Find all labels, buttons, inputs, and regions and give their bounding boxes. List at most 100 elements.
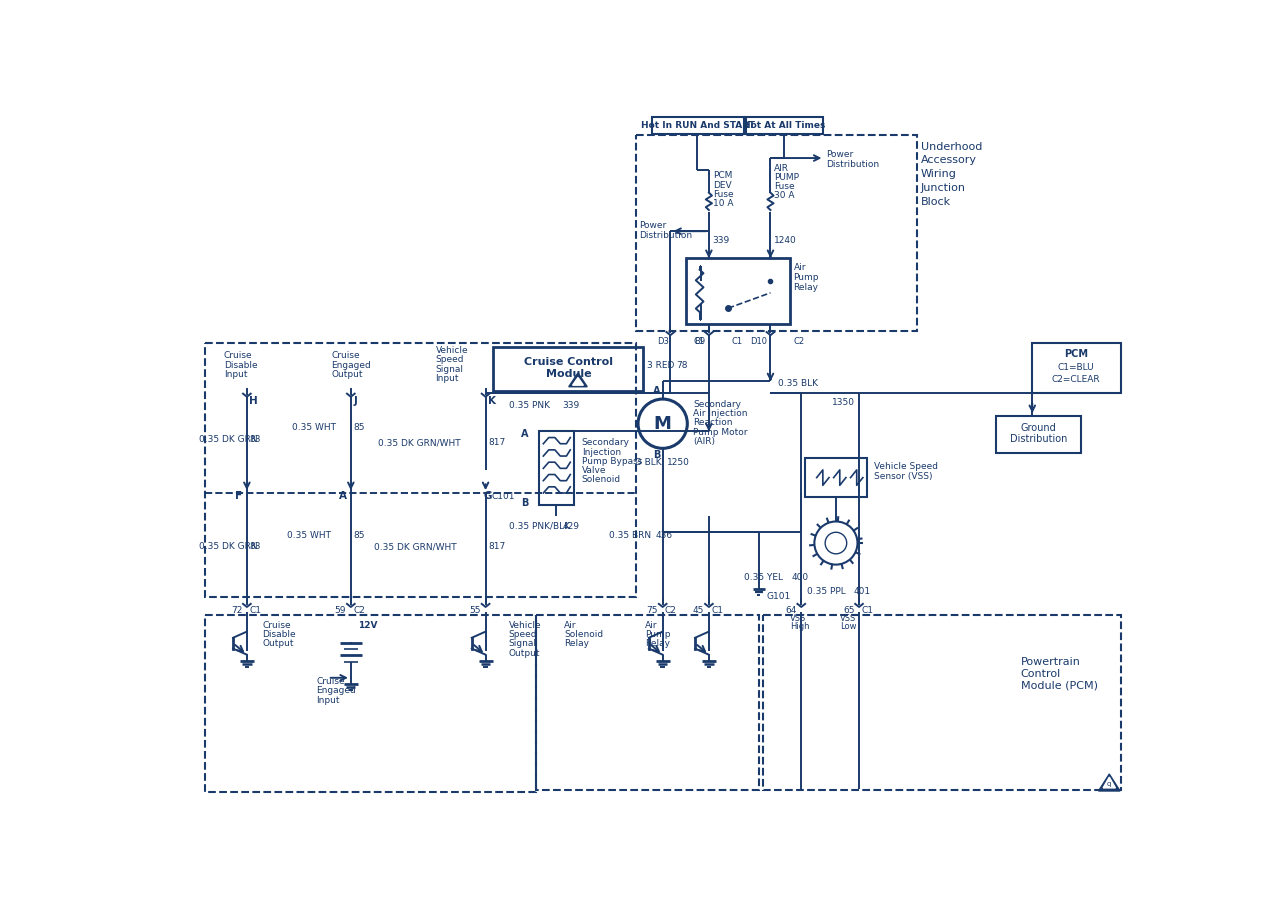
Text: Pump Bypass: Pump Bypass <box>581 457 642 466</box>
Bar <box>686 258 790 324</box>
Text: Signal: Signal <box>435 364 463 373</box>
Text: Signal: Signal <box>509 639 537 648</box>
Text: C2=CLEAR: C2=CLEAR <box>1052 374 1100 383</box>
Bar <box>205 343 636 597</box>
Bar <box>745 117 823 134</box>
Text: 30 A: 30 A <box>775 192 795 201</box>
Text: VSS: VSS <box>790 614 806 623</box>
Text: VSS: VSS <box>840 614 856 623</box>
Text: Vehicle: Vehicle <box>509 621 542 630</box>
Text: Secondary: Secondary <box>581 438 630 447</box>
Text: Input: Input <box>224 370 247 379</box>
Bar <box>636 135 917 331</box>
Text: 0.35 WHT: 0.35 WHT <box>291 423 336 432</box>
Text: 0.35 BRN: 0.35 BRN <box>609 531 651 540</box>
Text: Power: Power <box>640 220 667 230</box>
Text: D3: D3 <box>656 337 669 346</box>
Text: B9: B9 <box>695 337 705 346</box>
Text: 0.35 PNK/BLK: 0.35 PNK/BLK <box>509 522 570 531</box>
Text: 64: 64 <box>785 607 796 616</box>
Text: PCM: PCM <box>1065 349 1088 359</box>
Text: 0.35 DK GRN/WHT: 0.35 DK GRN/WHT <box>374 543 457 552</box>
Text: Fuse: Fuse <box>712 190 734 199</box>
Text: Wiring: Wiring <box>921 169 957 179</box>
Text: C1: C1 <box>731 337 743 346</box>
Text: H: H <box>249 396 258 406</box>
Text: 1350: 1350 <box>832 398 855 407</box>
Text: 339: 339 <box>712 236 730 245</box>
Text: Block: Block <box>921 197 950 207</box>
Text: 85: 85 <box>354 423 365 432</box>
Text: Cruise: Cruise <box>262 621 291 630</box>
Text: Hot At All Times: Hot At All Times <box>743 122 826 130</box>
Text: 400: 400 <box>792 573 809 582</box>
Text: Output: Output <box>262 639 294 648</box>
Text: Relay: Relay <box>563 639 589 648</box>
Text: Disable: Disable <box>224 361 257 370</box>
Text: Air: Air <box>563 621 576 630</box>
Text: PCM: PCM <box>712 171 733 180</box>
Text: Output: Output <box>332 370 363 379</box>
Polygon shape <box>572 377 584 385</box>
Text: C1: C1 <box>711 607 724 616</box>
Text: Speed: Speed <box>435 356 464 364</box>
Text: 65: 65 <box>843 607 855 616</box>
Text: 1250: 1250 <box>668 458 691 467</box>
Text: Distribution: Distribution <box>640 230 693 239</box>
Text: DEV: DEV <box>712 181 731 190</box>
Text: Powertrain: Powertrain <box>1020 657 1081 668</box>
Text: PUMP: PUMP <box>775 173 799 182</box>
Text: 0.35 WHT: 0.35 WHT <box>287 531 331 540</box>
Polygon shape <box>1103 777 1116 788</box>
Text: Underhood: Underhood <box>921 141 982 151</box>
Text: 10 A: 10 A <box>712 199 733 208</box>
Text: Distribution: Distribution <box>826 159 879 168</box>
Text: Low: Low <box>840 622 856 631</box>
Text: C2: C2 <box>794 337 805 346</box>
Text: Ground: Ground <box>1020 423 1056 433</box>
Text: 817: 817 <box>488 438 505 447</box>
Text: Speed: Speed <box>509 630 537 639</box>
Text: C2: C2 <box>354 607 365 616</box>
Text: 3 BLK: 3 BLK <box>636 458 661 467</box>
Text: C1: C1 <box>693 337 705 346</box>
Text: 0.35 PNK: 0.35 PNK <box>509 401 550 410</box>
Text: Valve: Valve <box>581 466 607 475</box>
Text: (AIR): (AIR) <box>693 436 715 446</box>
Text: Input: Input <box>317 696 340 705</box>
Text: Distribution: Distribution <box>1010 434 1067 444</box>
Text: C2: C2 <box>665 607 677 616</box>
Text: Vehicle: Vehicle <box>435 346 468 355</box>
Text: 85: 85 <box>354 531 365 540</box>
Text: K: K <box>488 396 496 406</box>
Text: 0.35 BLK: 0.35 BLK <box>778 379 818 388</box>
Text: 72: 72 <box>232 607 242 616</box>
Text: C101: C101 <box>492 491 515 500</box>
Text: High: High <box>790 622 809 631</box>
Bar <box>539 431 574 505</box>
Text: Reaction: Reaction <box>693 418 733 427</box>
Text: 78: 78 <box>675 362 687 371</box>
Bar <box>651 117 744 134</box>
Text: 436: 436 <box>656 531 673 540</box>
Text: Injection: Injection <box>581 447 621 456</box>
Bar <box>763 615 1121 790</box>
Text: Disable: Disable <box>262 630 296 639</box>
Polygon shape <box>569 373 588 387</box>
Text: 55: 55 <box>469 607 481 616</box>
Text: 75: 75 <box>646 607 658 616</box>
Text: 817: 817 <box>488 543 505 552</box>
Text: M: M <box>654 415 672 433</box>
Text: Solenoid: Solenoid <box>563 630 603 639</box>
Text: 0.35 DK GRN/WHT: 0.35 DK GRN/WHT <box>378 438 460 447</box>
Text: Accessory: Accessory <box>921 156 977 166</box>
Text: Air: Air <box>645 621 658 630</box>
Text: D10: D10 <box>749 337 767 346</box>
Bar <box>536 615 759 790</box>
Text: 0.35 YEL: 0.35 YEL <box>744 573 782 582</box>
Text: Sensor (VSS): Sensor (VSS) <box>874 472 932 481</box>
Polygon shape <box>1099 774 1121 791</box>
Text: Secondary: Secondary <box>693 400 742 409</box>
Text: Module (PCM): Module (PCM) <box>1020 680 1098 690</box>
Text: AIR: AIR <box>775 164 790 173</box>
